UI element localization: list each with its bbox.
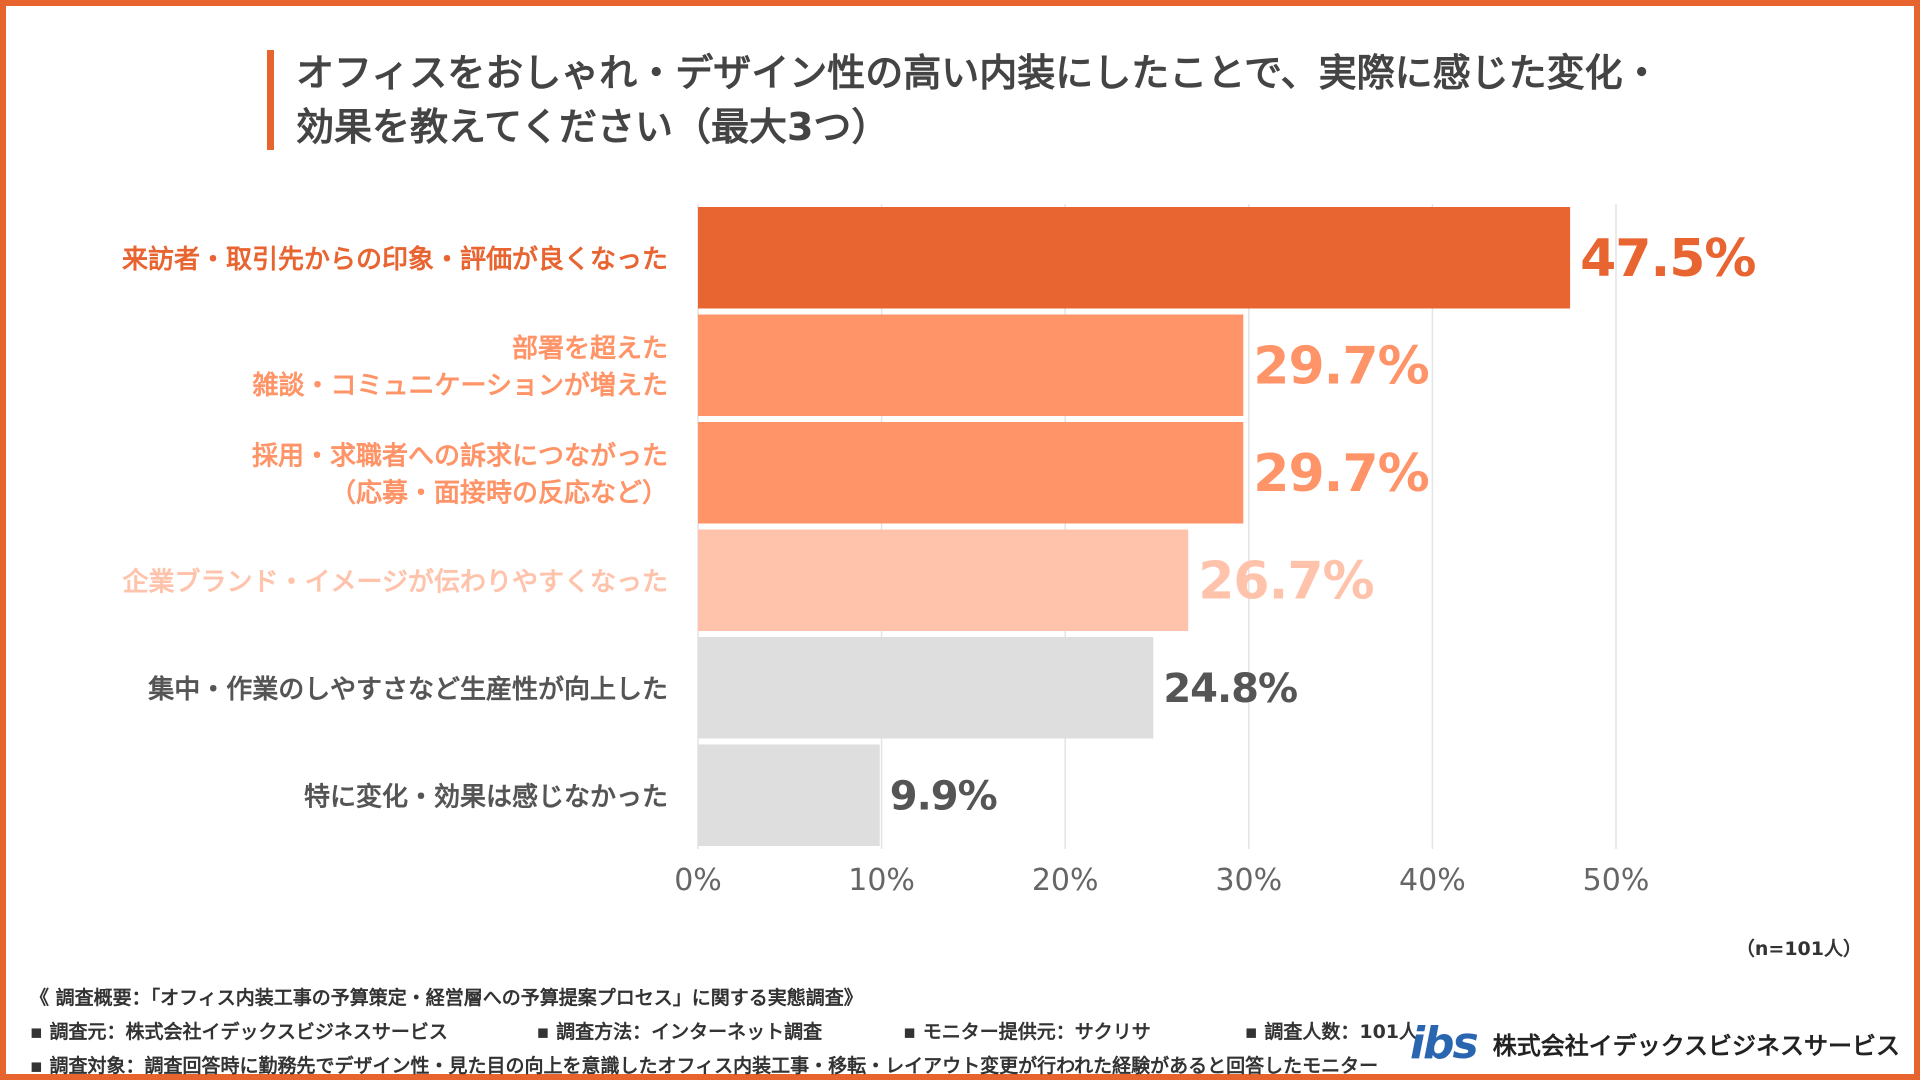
survey-count: ▪ 調査人数：101人 — [1244, 1021, 1419, 1043]
chart-title: オフィスをおしゃれ・デザイン性の高い内装にしたことで、実際に感じた変化・効果を教… — [296, 51, 1661, 149]
x-tick-label: 30% — [1215, 863, 1282, 898]
category-label: 部署を超えた — [512, 334, 668, 364]
survey-method: ▪ 調査方法：インターネット調査 — [536, 1021, 823, 1043]
data-label: 29.7% — [1253, 336, 1428, 396]
x-tick-label: 50% — [1583, 863, 1650, 898]
x-tick-label: 10% — [848, 863, 915, 898]
survey-target: ▪ 調査対象：調査回答時に勤務先でデザイン性・見た目の向上を意識したオフィス内装… — [30, 1055, 1379, 1077]
bar — [698, 314, 1244, 416]
data-label: 24.8% — [1163, 666, 1297, 712]
data-label: 26.7% — [1198, 551, 1373, 611]
company-logo: ibs 株式会社イデックスビジネスサービス — [1410, 1018, 1900, 1069]
bar — [698, 207, 1571, 309]
category-label: （応募・面接時の反応など） — [330, 477, 668, 508]
bar — [698, 637, 1154, 739]
data-label: 9.9% — [890, 773, 997, 819]
company-name: 株式会社イデックスビジネスサービス — [1492, 1032, 1900, 1060]
bar-chart: 0% 10% 20% 30% 40% 50% 来訪者・取引先からの印象・評価が良くなった 47… — [122, 204, 1757, 898]
survey-summary: 《 調査概要：「オフィス内装工事の予算策定・経営層への予算提案プロセス」に関する… — [30, 987, 863, 1009]
x-tick-label: 0% — [674, 863, 722, 898]
data-label: 29.7% — [1253, 444, 1428, 504]
x-tick-label: 20% — [1032, 863, 1099, 898]
category-label: 特に変化・効果は感じなかった — [304, 781, 668, 812]
data-label: 47.5% — [1580, 229, 1755, 289]
category-label: 企業ブランド・イメージが伝わりやすくなった — [123, 566, 668, 597]
category-label: 採用・求職者への訴求につながった — [252, 440, 668, 471]
bar — [698, 422, 1244, 524]
survey-details: ▪ 調査元：株式会社イデックスビジネスサービス ▪ 調査方法：インターネット調査… — [30, 1015, 1418, 1049]
category-label: 雑談・コミュニケーションが増えた — [252, 370, 668, 401]
survey-monitor-provider: ▪ モニター提供元：サクリサ — [903, 1021, 1151, 1043]
x-tick-label: 40% — [1399, 863, 1466, 898]
survey-footer: 《 調査概要：「オフィス内装工事の予算策定・経営層への予算提案プロセス」に関する… — [30, 981, 1418, 1083]
sample-size-note: （n=101人） — [1735, 938, 1862, 960]
ibs-logo-mark: ibs — [1409, 1018, 1479, 1069]
survey-source: ▪ 調査元：株式会社イデックスビジネスサービス — [30, 1021, 448, 1043]
category-label: 来訪者・取引先からの印象・評価が良くなった — [122, 244, 668, 275]
category-label: 集中・作業のしやすさなど生産性が向上した — [147, 674, 668, 705]
bar — [698, 744, 880, 846]
title-accent-bar — [267, 50, 274, 150]
bar — [698, 529, 1189, 631]
